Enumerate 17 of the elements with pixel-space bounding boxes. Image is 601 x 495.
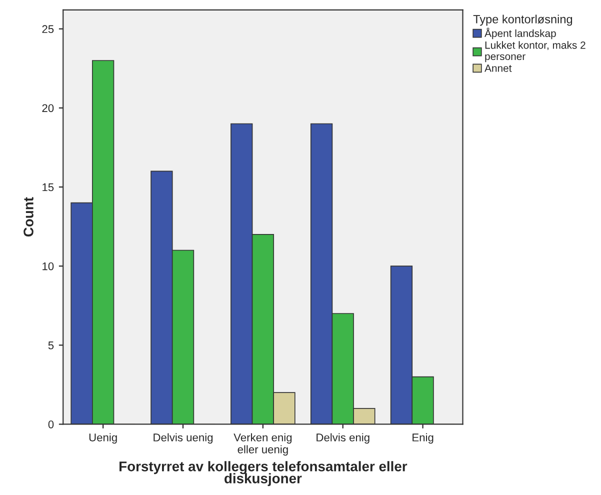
- y-tick-label: 5: [48, 342, 54, 350]
- legend-title: Type kontorløsning: [473, 14, 572, 26]
- legend-label: Åpent landskap: [484, 28, 556, 40]
- legend-label: Annet: [484, 64, 512, 72]
- legend-label: Lukket kontor, maks 2 personer: [485, 41, 586, 62]
- y-tick-label: 0: [48, 420, 54, 428]
- x-tick-label: Delvis enig: [316, 433, 370, 444]
- x-tick-label: Verken enig eller uenig: [234, 433, 292, 456]
- y-tick-label: 10: [42, 262, 54, 270]
- y-axis-title: Count: [24, 197, 34, 237]
- x-tick-label: Uenig: [89, 433, 117, 444]
- y-tick-label: 15: [42, 183, 54, 192]
- y-tick-label: 25: [42, 25, 54, 34]
- x-tick-label: Delvis uenig: [154, 433, 213, 444]
- y-tick-label: 20: [42, 104, 54, 112]
- x-tick-label: Enig: [412, 433, 434, 444]
- x-axis-title: Forstyrret av kollegers telefonsamtaler eller diskusjoner: [120, 461, 408, 486]
